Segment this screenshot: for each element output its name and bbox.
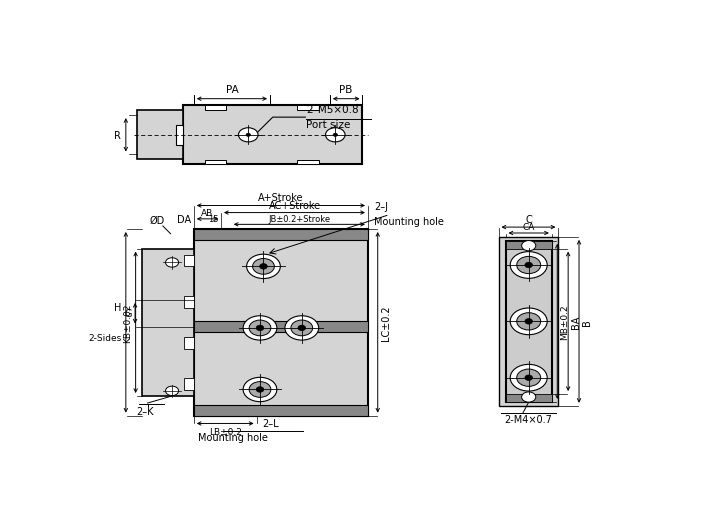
Text: R: R — [114, 130, 121, 140]
Circle shape — [249, 321, 271, 336]
Text: AB: AB — [201, 209, 213, 217]
Text: MB±0.2: MB±0.2 — [560, 304, 569, 340]
Text: DA: DA — [177, 214, 191, 224]
Bar — [297, 106, 319, 111]
Bar — [194, 322, 368, 332]
Circle shape — [285, 316, 319, 341]
Circle shape — [298, 326, 305, 331]
Bar — [194, 405, 368, 416]
Bar — [194, 230, 368, 416]
Circle shape — [291, 321, 312, 336]
Text: ØD: ØD — [150, 216, 165, 225]
Bar — [137, 111, 183, 160]
Text: 2-M4×0.7: 2-M4×0.7 — [505, 415, 552, 425]
Circle shape — [517, 313, 541, 330]
Circle shape — [246, 254, 280, 279]
Circle shape — [243, 316, 277, 341]
Text: B: B — [582, 318, 592, 325]
Circle shape — [510, 364, 547, 391]
Text: Port size: Port size — [307, 120, 351, 130]
Text: 2-Sides: 2-Sides — [88, 333, 121, 342]
Bar — [184, 337, 194, 349]
Circle shape — [256, 387, 264, 392]
Circle shape — [166, 386, 178, 396]
Circle shape — [522, 392, 536, 402]
Circle shape — [525, 319, 533, 324]
Circle shape — [522, 241, 536, 251]
Circle shape — [253, 259, 274, 275]
Bar — [205, 106, 227, 111]
Text: 2–M5×0.8: 2–M5×0.8 — [307, 105, 359, 115]
Circle shape — [256, 326, 264, 331]
Circle shape — [243, 378, 277, 402]
Text: G: G — [125, 308, 133, 319]
Text: CA: CA — [522, 222, 535, 231]
Bar — [297, 160, 319, 165]
Bar — [176, 126, 183, 146]
Circle shape — [333, 134, 338, 137]
Text: LC±0.2: LC±0.2 — [381, 305, 391, 341]
Circle shape — [510, 252, 547, 279]
Text: 2–K: 2–K — [137, 406, 154, 416]
Circle shape — [249, 382, 271, 398]
Circle shape — [517, 370, 541, 386]
Text: LB±0.2: LB±0.2 — [208, 427, 241, 436]
Bar — [184, 255, 194, 267]
Bar — [205, 160, 227, 165]
Text: Mounting hole: Mounting hole — [374, 217, 444, 227]
Bar — [505, 241, 552, 402]
Bar — [183, 106, 362, 165]
Text: 2–L: 2–L — [262, 418, 279, 429]
Bar — [498, 237, 558, 406]
Bar — [184, 296, 194, 308]
Bar — [505, 241, 552, 249]
Text: PA: PA — [225, 85, 238, 95]
Text: PB: PB — [340, 85, 353, 95]
Bar — [194, 230, 368, 241]
Circle shape — [326, 128, 345, 143]
Circle shape — [525, 263, 533, 268]
Bar — [505, 394, 552, 402]
Bar — [142, 249, 194, 396]
Text: AC+Stroke: AC+Stroke — [268, 201, 321, 211]
Text: H: H — [114, 303, 121, 313]
Text: C: C — [525, 214, 532, 224]
Text: KB±0.02: KB±0.02 — [124, 303, 133, 343]
Text: 15: 15 — [208, 215, 219, 224]
Bar — [184, 379, 194, 390]
Circle shape — [510, 308, 547, 335]
Text: A+Stroke: A+Stroke — [258, 193, 304, 203]
Text: Mounting hole: Mounting hole — [198, 432, 267, 442]
Text: BA: BA — [571, 315, 581, 328]
Text: 2–J: 2–J — [374, 202, 388, 212]
Circle shape — [525, 375, 533, 381]
Circle shape — [239, 128, 258, 143]
Circle shape — [166, 258, 178, 268]
Text: JB±0.2+Stroke: JB±0.2+Stroke — [268, 214, 331, 223]
Circle shape — [517, 257, 541, 274]
Circle shape — [246, 134, 251, 137]
Circle shape — [260, 264, 267, 270]
